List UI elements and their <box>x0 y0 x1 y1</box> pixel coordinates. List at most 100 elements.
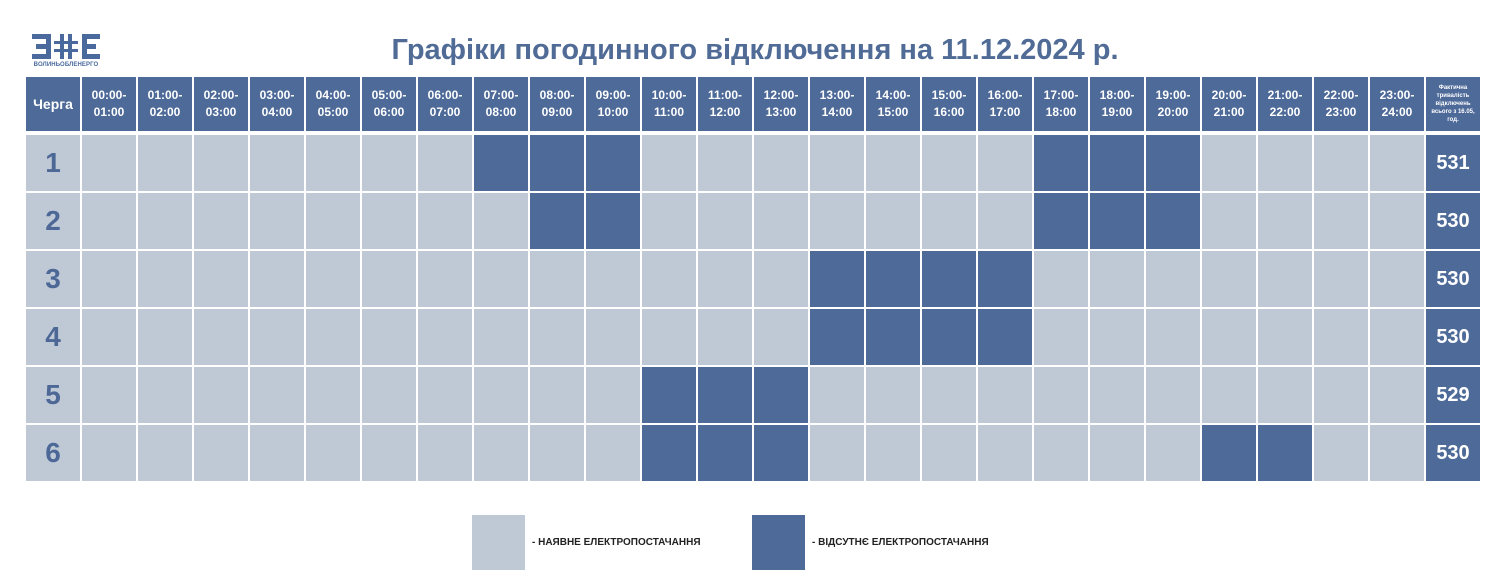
hour-start-label: 11:00- <box>707 88 743 102</box>
slot-power-on <box>922 425 976 483</box>
hour-start-label: 20:00- <box>1211 88 1247 102</box>
hour-end-label: 14:00 <box>821 105 853 119</box>
total-header-line: год. <box>1447 117 1459 123</box>
slot-power-on <box>1370 367 1424 425</box>
hour-end-label: 07:00 <box>429 105 461 119</box>
slot-power-on <box>1146 367 1200 425</box>
slot-power-on <box>1034 425 1088 483</box>
hour-start-label: 01:00- <box>147 88 183 102</box>
company-logo <box>30 32 102 72</box>
hour-column-header: 20:00- 21:00 <box>1202 77 1256 135</box>
slot-power-on <box>1258 135 1312 193</box>
slot-power-on <box>1202 309 1256 367</box>
slot-power-on <box>754 135 808 193</box>
slot-power-on <box>642 193 696 251</box>
queue-row: 4 530 <box>26 309 1480 367</box>
slot-power-on <box>138 425 192 483</box>
outage-schedule-table: Черга 00:00- 01:00 01:00- 02:00 02:00- 03:00 0… <box>24 77 1482 483</box>
slot-power-on <box>1314 425 1368 483</box>
slot-power-off <box>1146 135 1200 193</box>
queue-number: 6 <box>26 425 80 483</box>
slot-power-on <box>1314 135 1368 193</box>
total-header-line: Фактична <box>1438 85 1468 91</box>
hour-start-label: 14:00- <box>875 88 911 102</box>
slot-power-on <box>642 135 696 193</box>
slot-power-on <box>418 251 472 309</box>
slot-power-on <box>194 309 248 367</box>
slot-power-on <box>698 135 752 193</box>
slot-power-on <box>922 367 976 425</box>
slot-power-on <box>474 367 528 425</box>
slot-power-on <box>306 251 360 309</box>
hour-start-label: 08:00- <box>539 88 575 102</box>
slot-power-on <box>250 251 304 309</box>
slot-power-on <box>810 193 864 251</box>
hour-start-label: 16:00- <box>987 88 1023 102</box>
slot-power-on <box>1314 309 1368 367</box>
slot-power-on <box>1202 367 1256 425</box>
queue-row: 1 531 <box>26 135 1480 193</box>
slot-power-on <box>1370 251 1424 309</box>
hour-end-label: 20:00 <box>1157 105 1189 119</box>
slot-power-on <box>194 251 248 309</box>
slot-power-on <box>362 367 416 425</box>
hour-column-header: 06:00- 07:00 <box>418 77 472 135</box>
slot-power-on <box>978 367 1032 425</box>
hour-column-header: 18:00- 19:00 <box>1090 77 1144 135</box>
hour-end-label: 08:00 <box>485 105 517 119</box>
slot-power-on <box>810 367 864 425</box>
slot-power-on <box>586 309 640 367</box>
slot-power-on <box>1202 193 1256 251</box>
slot-power-on <box>250 193 304 251</box>
hour-start-label: 18:00- <box>1099 88 1135 102</box>
hour-end-label: 21:00 <box>1213 105 1245 119</box>
hour-column-header: 01:00- 02:00 <box>138 77 192 135</box>
hour-column-header: 00:00- 01:00 <box>82 77 136 135</box>
slot-power-on <box>698 251 752 309</box>
slot-power-off <box>530 135 584 193</box>
slot-power-on <box>1314 251 1368 309</box>
slot-power-on <box>82 193 136 251</box>
hour-end-label: 23:00 <box>1325 105 1357 119</box>
hour-start-label: 09:00- <box>595 88 631 102</box>
slot-power-on <box>474 309 528 367</box>
hour-start-label: 23:00- <box>1379 88 1415 102</box>
hour-end-label: 24:00 <box>1381 105 1413 119</box>
slot-power-on <box>922 135 976 193</box>
slot-power-on <box>1090 251 1144 309</box>
slot-power-off <box>978 309 1032 367</box>
slot-power-on <box>306 367 360 425</box>
slot-power-on <box>1034 309 1088 367</box>
hour-column-header: 21:00- 22:00 <box>1258 77 1312 135</box>
hour-start-label: 22:00- <box>1323 88 1359 102</box>
hour-start-label: 15:00- <box>931 88 967 102</box>
slot-power-on <box>250 309 304 367</box>
slot-power-on <box>362 425 416 483</box>
slot-power-on <box>922 193 976 251</box>
hour-start-label: 06:00- <box>427 88 463 102</box>
hour-start-label: 17:00- <box>1043 88 1079 102</box>
slot-power-on <box>194 135 248 193</box>
queue-row: 6 530 <box>26 425 1480 483</box>
hour-column-header: 16:00- 17:00 <box>978 77 1032 135</box>
hour-end-label: 06:00 <box>373 105 405 119</box>
slot-power-on <box>82 425 136 483</box>
total-duration-value: 530 <box>1426 251 1480 309</box>
hour-end-label: 19:00 <box>1101 105 1133 119</box>
slot-power-off <box>866 309 920 367</box>
slot-power-on <box>1370 425 1424 483</box>
slot-power-off <box>642 425 696 483</box>
total-duration-value: 529 <box>1426 367 1480 425</box>
logo-caption: ВОЛИНЬОБЛЕНЕРГО <box>33 62 99 68</box>
queue-number: 4 <box>26 309 80 367</box>
slot-power-on <box>474 193 528 251</box>
legend-on-label: - НАЯВНЕ ЕЛЕКТРОПОСТАЧАННЯ <box>532 537 701 548</box>
slot-power-off <box>1034 193 1088 251</box>
slot-power-on <box>362 251 416 309</box>
total-header-line: всього з 16.05, <box>1431 109 1475 115</box>
hour-column-header: 11:00- 12:00 <box>698 77 752 135</box>
hour-end-label: 18:00 <box>1045 105 1077 119</box>
hour-end-label: 17:00 <box>989 105 1021 119</box>
queue-number: 2 <box>26 193 80 251</box>
hour-end-label: 11:00 <box>653 105 685 119</box>
